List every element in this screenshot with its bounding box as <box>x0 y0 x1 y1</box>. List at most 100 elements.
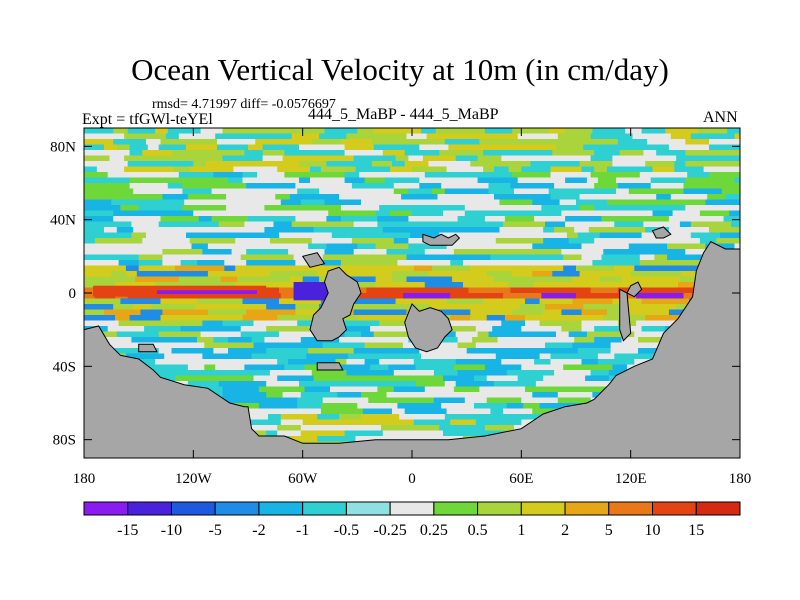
field-cell <box>415 139 446 146</box>
field-cell <box>222 386 260 393</box>
field-cell <box>115 315 131 322</box>
field-cell <box>142 210 183 217</box>
field-cell <box>439 232 455 239</box>
field-cell <box>590 133 615 140</box>
field-cell <box>475 342 508 349</box>
field-cell <box>466 348 502 355</box>
field-cell <box>621 293 637 300</box>
field-cell <box>84 150 131 157</box>
field-cell <box>184 320 203 327</box>
field-cell <box>510 287 528 294</box>
field-cell <box>264 337 302 344</box>
land-polygon <box>84 241 740 458</box>
field-cell <box>574 260 593 267</box>
field-cell <box>424 282 464 289</box>
field-cell <box>200 128 224 135</box>
field-cell <box>443 254 491 261</box>
field-cell <box>147 249 163 256</box>
field-cell <box>125 254 140 261</box>
field-cell <box>291 221 338 228</box>
field-cell <box>525 210 562 217</box>
field-cell <box>588 227 606 234</box>
field-cell <box>574 386 604 393</box>
field-cell <box>233 166 278 173</box>
field-cell <box>541 348 579 355</box>
field-cell <box>366 133 408 140</box>
colorbar-label: -5 <box>209 522 222 539</box>
field-cell <box>319 188 344 195</box>
field-cell <box>486 271 513 278</box>
field-cell <box>342 188 382 195</box>
field-cell <box>532 199 561 206</box>
field-cell <box>246 260 296 267</box>
field-cell <box>84 260 120 267</box>
field-cell <box>541 293 577 300</box>
field-cell <box>457 216 486 223</box>
land-polygon <box>309 266 362 342</box>
field-cell <box>297 188 320 195</box>
field-cell <box>526 309 544 316</box>
field-cell <box>495 353 524 360</box>
field-cell <box>641 128 666 135</box>
field-cell <box>133 304 152 311</box>
field-cell <box>419 177 464 184</box>
field-cell <box>599 232 643 239</box>
field-cell <box>581 243 630 250</box>
field-cell <box>326 243 358 250</box>
field-cell <box>284 172 327 179</box>
field-cell <box>375 210 391 217</box>
field-cell <box>645 315 690 322</box>
field-cell <box>222 128 260 135</box>
field-cell <box>725 194 740 201</box>
field-cell <box>258 386 306 393</box>
field-cell <box>125 265 140 272</box>
field-cell <box>690 221 732 228</box>
field-cell <box>260 397 284 404</box>
field-cell <box>184 199 207 206</box>
field-cell <box>127 161 160 168</box>
field-cell <box>371 254 408 261</box>
field-cell <box>319 133 347 140</box>
field-cell <box>361 414 400 421</box>
field-cell <box>222 392 267 399</box>
field-cell <box>379 199 429 206</box>
field-cell <box>295 353 307 360</box>
x-tick-label: 120W <box>175 471 213 487</box>
field-cell <box>614 265 635 272</box>
field-cell <box>670 177 686 184</box>
field-cell <box>351 227 384 234</box>
field-cell <box>202 249 233 256</box>
field-cell <box>392 161 406 168</box>
field-cell <box>371 370 395 377</box>
field-cell <box>590 287 619 294</box>
field-cell <box>326 425 368 432</box>
field-cell <box>136 172 180 179</box>
field-cell <box>198 155 224 162</box>
field-cell <box>627 155 677 162</box>
field-cell <box>313 227 353 234</box>
colorbar-box <box>477 501 522 516</box>
field-cell <box>228 337 253 344</box>
field-cell <box>386 249 426 256</box>
field-cell <box>235 260 247 267</box>
field-cell <box>107 326 145 333</box>
field-cell <box>450 260 464 267</box>
field-cell <box>84 276 109 283</box>
field-cell <box>727 199 740 206</box>
field-cell <box>572 276 601 283</box>
field-cell <box>634 265 679 272</box>
field-cell <box>532 271 553 278</box>
field-cell <box>127 128 156 135</box>
field-cell <box>617 139 648 146</box>
field-cell <box>430 304 464 311</box>
field-cell <box>477 177 519 184</box>
field-cell <box>84 249 103 256</box>
field-cell <box>364 359 380 366</box>
colorbar-box <box>608 501 654 516</box>
field-cell <box>619 150 644 157</box>
field-cell <box>634 331 648 338</box>
field-cell <box>532 326 563 333</box>
colorbar-box <box>564 501 610 516</box>
field-cell <box>559 199 577 206</box>
field-cell <box>266 392 284 399</box>
